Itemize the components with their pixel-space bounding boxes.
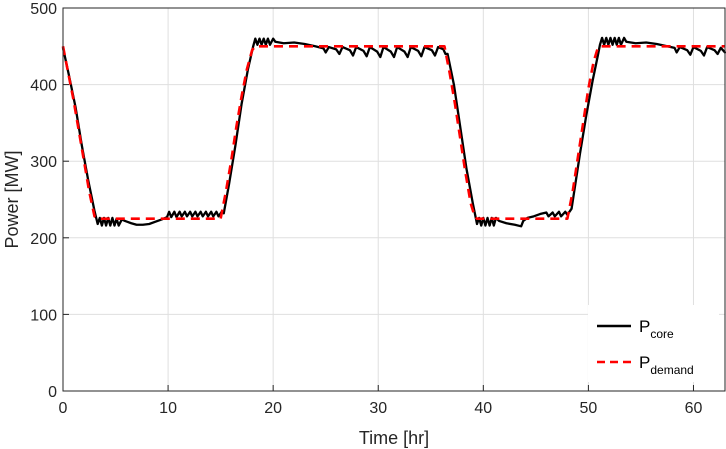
x-tick-label: 20 bbox=[264, 400, 282, 417]
x-tick-label: 0 bbox=[59, 400, 68, 417]
y-tick-label: 200 bbox=[30, 231, 57, 248]
x-tick-label: 50 bbox=[579, 400, 597, 417]
x-tick-label: 40 bbox=[474, 400, 492, 417]
series-line-demand bbox=[61, 45, 725, 220]
y-tick-label: 300 bbox=[30, 154, 57, 171]
x-axis-ticks: 0 10 20 30 40 50 60 bbox=[59, 385, 703, 417]
y-tick-label: 400 bbox=[30, 78, 57, 95]
legend-demand-main: P bbox=[639, 353, 650, 372]
x-tick-label: 60 bbox=[685, 400, 703, 417]
series-line-core bbox=[61, 36, 726, 228]
x-tick-label: 30 bbox=[369, 400, 387, 417]
y-axis-label: Power [MW] bbox=[2, 150, 22, 248]
x-axis-label: Time [hr] bbox=[359, 428, 429, 448]
legend-entry-demand: Pdemand bbox=[639, 353, 694, 377]
legend: Pcore Pdemand bbox=[588, 305, 719, 382]
x-tick-label: 10 bbox=[159, 400, 177, 417]
legend-demand-sub: demand bbox=[650, 363, 693, 377]
legend-entry-core: Pcore bbox=[639, 317, 674, 341]
y-tick-label: 100 bbox=[30, 307, 57, 324]
series-lines bbox=[61, 36, 726, 228]
legend-core-sub: core bbox=[650, 327, 674, 341]
legend-core-main: P bbox=[639, 317, 650, 336]
plot-frame bbox=[62, 7, 726, 392]
legend-box bbox=[588, 305, 719, 382]
y-axis-ticks: 0 100 200 300 400 500 bbox=[30, 1, 69, 401]
y-tick-label: 500 bbox=[30, 1, 57, 18]
y-tick-label: 0 bbox=[48, 384, 57, 401]
